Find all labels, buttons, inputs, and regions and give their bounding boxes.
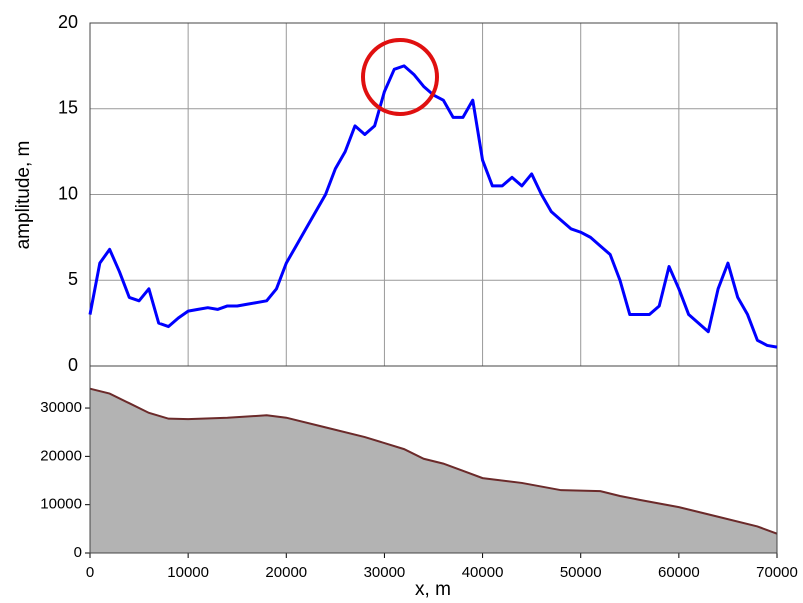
area-edge	[89, 387, 778, 535]
x-axis-title: x, m	[415, 579, 451, 600]
line	[88, 64, 778, 349]
y-tick-label: 20	[58, 12, 78, 32]
y-tick-label: 0	[74, 544, 82, 561]
x-tick-label: 50000	[560, 564, 602, 581]
x-tick-label: 0	[86, 564, 94, 581]
y-tick-label: 10	[58, 183, 78, 203]
y-tick-label: 15	[58, 98, 78, 118]
x-tick-label: 20000	[265, 564, 307, 581]
x-tick-label: 70000	[756, 564, 798, 581]
area	[90, 388, 777, 553]
y-tick-label: 20000	[40, 447, 82, 464]
y-tick-label: 10000	[40, 496, 82, 513]
x-tick-label: 60000	[658, 564, 700, 581]
y-tick-label: 5	[68, 269, 78, 289]
y-tick-label: 30000	[40, 399, 82, 416]
x-tick-label: 10000	[167, 564, 209, 581]
x-tick-label: 30000	[364, 564, 406, 581]
y-tick-label: 0	[68, 355, 78, 375]
highlight-circle	[361, 38, 439, 116]
y-axis-title: amplitude, m	[13, 141, 34, 250]
plot-frame	[89, 365, 778, 554]
x-tick-label: 40000	[462, 564, 504, 581]
